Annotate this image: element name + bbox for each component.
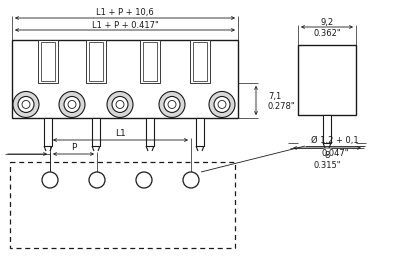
Circle shape — [107, 92, 133, 117]
Text: 7,1: 7,1 — [268, 92, 281, 101]
Circle shape — [136, 172, 152, 188]
Circle shape — [164, 96, 180, 113]
Bar — [196, 118, 204, 146]
Circle shape — [112, 96, 128, 113]
Text: 9,2: 9,2 — [320, 17, 334, 27]
Circle shape — [22, 101, 30, 108]
Circle shape — [209, 92, 235, 117]
Text: 0.315": 0.315" — [313, 162, 341, 171]
Bar — [41, 42, 55, 81]
Circle shape — [218, 101, 226, 108]
Circle shape — [183, 172, 199, 188]
Bar — [298, 45, 356, 115]
Bar — [193, 42, 207, 81]
Text: 8: 8 — [324, 151, 330, 160]
Circle shape — [42, 172, 58, 188]
Bar — [190, 40, 210, 83]
Text: L1 + P + 0.417": L1 + P + 0.417" — [92, 20, 158, 29]
Text: L1: L1 — [115, 129, 126, 139]
Bar — [10, 162, 235, 248]
Bar — [146, 118, 154, 146]
Bar — [323, 115, 331, 143]
Circle shape — [89, 172, 105, 188]
Text: 0.362": 0.362" — [313, 29, 341, 38]
Bar — [140, 40, 160, 83]
Circle shape — [168, 101, 176, 108]
Text: 0.278": 0.278" — [268, 102, 296, 111]
Text: 0.047": 0.047" — [321, 150, 349, 158]
Circle shape — [59, 92, 85, 117]
Bar — [89, 42, 103, 81]
Circle shape — [116, 101, 124, 108]
Text: P: P — [71, 143, 76, 153]
Bar — [143, 42, 157, 81]
Text: L1 + P + 10,6: L1 + P + 10,6 — [96, 8, 154, 17]
Circle shape — [214, 96, 230, 113]
Bar — [12, 40, 238, 118]
Text: Ø 1,2 + 0,1: Ø 1,2 + 0,1 — [311, 136, 359, 144]
Bar — [44, 118, 52, 146]
Circle shape — [64, 96, 80, 113]
Bar — [38, 40, 58, 83]
Circle shape — [18, 96, 34, 113]
Bar — [86, 40, 106, 83]
Circle shape — [159, 92, 185, 117]
Circle shape — [13, 92, 39, 117]
Bar — [92, 118, 100, 146]
Circle shape — [68, 101, 76, 108]
